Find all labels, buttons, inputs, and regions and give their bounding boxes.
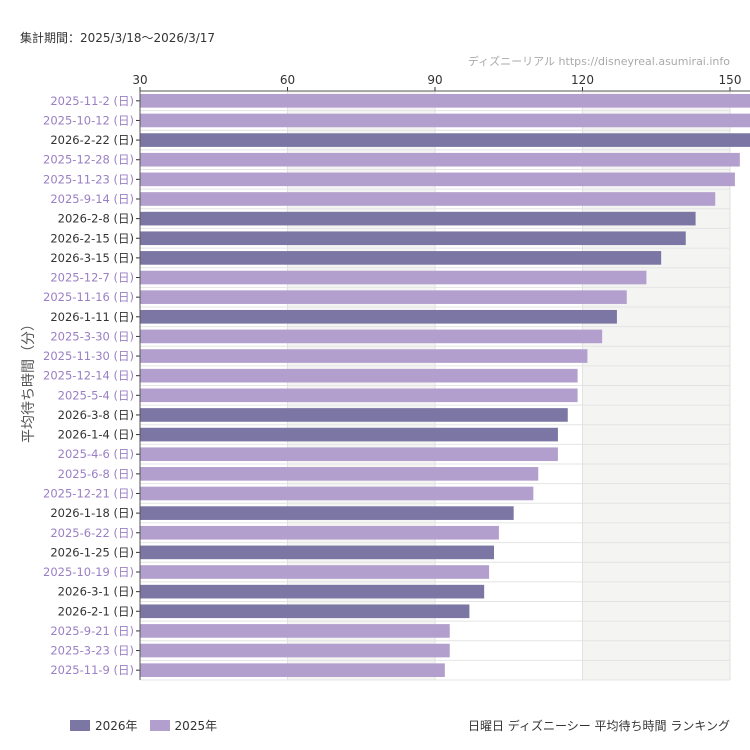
y-tick-label: 2026-3-8 (日)	[58, 408, 134, 422]
y-tick-label: 2025-11-9 (日)	[50, 663, 134, 677]
bar	[140, 133, 750, 147]
aggregation-period: 集計期間：2025/3/18～2026/3/17	[20, 31, 216, 45]
y-tick-label: 2025-9-21 (日)	[50, 624, 134, 638]
bar	[140, 368, 578, 383]
bar	[140, 309, 617, 324]
legend: 2026年 2025年	[70, 717, 217, 734]
bar	[140, 584, 485, 599]
bar	[140, 663, 445, 677]
bar	[140, 251, 662, 265]
legend-2025[interactable]: 2025年	[149, 717, 218, 734]
bar	[140, 565, 490, 579]
bar	[140, 211, 696, 226]
bar	[140, 643, 450, 658]
y-tick-label: 2026-3-1 (日)	[58, 585, 134, 599]
x-tick-label: 30	[132, 73, 147, 87]
bar	[140, 192, 716, 206]
y-tick-label: 2025-12-21 (日)	[43, 486, 134, 500]
bar	[140, 329, 603, 344]
bar	[140, 113, 750, 128]
bar	[140, 94, 750, 108]
y-tick-label: 2025-10-19 (日)	[43, 565, 134, 579]
bar	[140, 624, 450, 638]
legend-2026[interactable]: 2026年	[70, 717, 138, 734]
y-tick-label: 2026-1-11 (日)	[50, 310, 134, 324]
y-tick-label: 2025-12-14 (日)	[43, 369, 134, 383]
y-tick-label: 2025-11-23 (日)	[43, 172, 134, 186]
x-tick-label: 90	[427, 73, 442, 87]
bar	[140, 349, 588, 363]
bar	[140, 270, 647, 285]
y-tick-label: 2026-1-18 (日)	[50, 506, 134, 520]
bar	[140, 506, 514, 520]
bar	[140, 388, 578, 403]
y-tick-label: 2025-11-16 (日)	[43, 290, 134, 304]
bar	[140, 172, 735, 187]
bar	[140, 152, 740, 167]
y-tick-label: 2025-6-8 (日)	[58, 467, 134, 481]
chart-caption: 日曜日 ディズニーシー 平均待ち時間 ランキング	[467, 719, 730, 733]
bar	[140, 290, 627, 304]
y-tick-label: 2026-1-25 (日)	[50, 545, 134, 559]
bar	[140, 467, 539, 481]
y-tick-label: 2025-3-23 (日)	[50, 644, 134, 658]
bar	[140, 525, 499, 540]
y-tick-label: 2025-4-6 (日)	[58, 447, 134, 461]
y-tick-label: 2025-11-2 (日)	[50, 94, 134, 108]
y-tick-label: 2025-12-7 (日)	[50, 271, 134, 285]
bar	[140, 604, 470, 619]
bar	[140, 486, 534, 501]
y-tick-label: 2026-2-8 (日)	[58, 212, 134, 226]
y-tick-label: 2025-9-14 (日)	[50, 192, 134, 206]
legend-swatch	[149, 720, 170, 731]
bar	[140, 545, 494, 560]
bar	[140, 447, 558, 462]
y-tick-label: 2025-11-30 (日)	[43, 349, 134, 363]
y-tick-label: 2026-2-1 (日)	[58, 604, 134, 618]
site-credit: ディズニーリアル https://disneyreal.asumirai.inf…	[467, 55, 730, 68]
y-tick-label: 2026-2-22 (日)	[50, 133, 134, 147]
y-tick-label: 2025-5-4 (日)	[58, 388, 134, 402]
legend-label: 2026年	[95, 719, 138, 733]
y-tick-label: 2025-12-28 (日)	[43, 153, 134, 167]
x-tick-label: 150	[719, 73, 742, 87]
y-tick-label: 2026-1-4 (日)	[58, 428, 134, 442]
y-tick-label: 2025-10-12 (日)	[43, 113, 134, 127]
bar	[140, 427, 558, 442]
bar	[140, 408, 568, 422]
y-tick-label: 2026-2-15 (日)	[50, 231, 134, 245]
y-tick-label: 2025-3-30 (日)	[50, 329, 134, 343]
legend-label: 2025年	[174, 719, 218, 733]
x-tick-label: 60	[280, 73, 295, 87]
y-tick-label: 2025-6-22 (日)	[50, 526, 134, 540]
legend-swatch	[70, 720, 90, 731]
bar	[140, 231, 686, 246]
y-tick-label: 2026-3-15 (日)	[50, 251, 134, 265]
x-tick-label: 120	[571, 73, 594, 87]
